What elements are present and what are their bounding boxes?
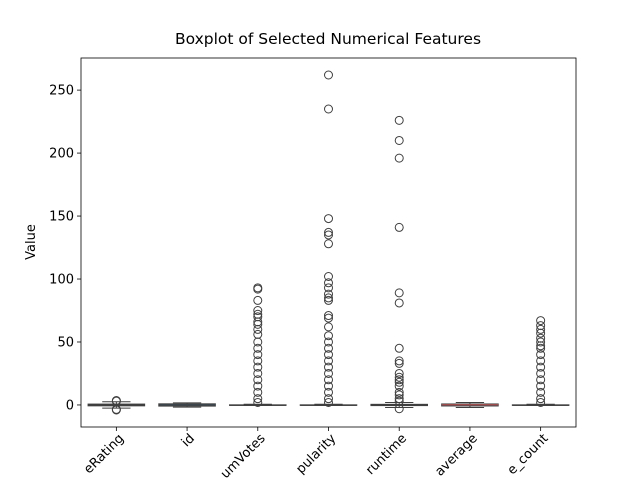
- outlier: [324, 343, 333, 353]
- outlier: [394, 377, 404, 387]
- outlier: [536, 368, 546, 378]
- outlier: [324, 387, 333, 397]
- x-tick-label: id: [179, 431, 198, 450]
- outlier: [324, 293, 333, 303]
- outlier: [253, 350, 263, 360]
- outlier: [536, 356, 546, 366]
- outlier: [253, 375, 263, 385]
- outlier: [324, 311, 333, 321]
- y-tick-label: 150: [49, 210, 74, 225]
- outlier: [253, 295, 263, 305]
- outlier: [394, 343, 404, 353]
- outlier: [324, 295, 333, 305]
- y-tick-label: 250: [49, 84, 74, 99]
- y-tick-label: 50: [57, 335, 74, 350]
- outlier: [536, 343, 546, 353]
- outlier: [253, 381, 263, 391]
- outlier: [394, 394, 404, 404]
- outlier: [394, 135, 404, 145]
- outlier: [324, 394, 333, 404]
- outlier: [536, 324, 546, 334]
- outlier: [253, 284, 263, 294]
- outlier: [536, 394, 546, 404]
- outlier: [394, 356, 404, 366]
- outlier: [394, 404, 404, 414]
- x-tick-label: eRating: [81, 431, 127, 477]
- outlier: [536, 387, 546, 397]
- outlier: [324, 375, 333, 385]
- y-tick-label: 100: [49, 273, 74, 288]
- y-tick-label: 0: [66, 398, 74, 413]
- outlier: [324, 381, 333, 391]
- outlier: [394, 222, 404, 232]
- outlier: [324, 356, 333, 366]
- outlier: [324, 337, 333, 347]
- outlier: [253, 306, 263, 316]
- outlier: [324, 239, 333, 249]
- outlier: [324, 397, 333, 407]
- x-tick-label: umVotes: [218, 431, 269, 480]
- outlier: [253, 368, 263, 378]
- outlier: [394, 381, 404, 391]
- outlier: [253, 397, 263, 407]
- outlier: [324, 322, 333, 332]
- outlier: [394, 153, 404, 163]
- outlier: [536, 381, 546, 391]
- outlier: [536, 316, 546, 326]
- outlier: [253, 324, 263, 334]
- outlier: [394, 298, 404, 308]
- y-tick-label: 200: [49, 147, 74, 162]
- outlier: [536, 328, 546, 338]
- outlier: [253, 337, 263, 347]
- outlier: [111, 396, 121, 406]
- outlier: [253, 387, 263, 397]
- outlier: [324, 283, 333, 293]
- outlier: [324, 214, 333, 224]
- outlier: [253, 343, 263, 353]
- x-tick-label: e_count: [505, 431, 552, 478]
- outlier: [324, 368, 333, 378]
- x-tick-label: average: [433, 431, 481, 479]
- outlier: [324, 278, 333, 288]
- x-tick-label: pularity: [293, 431, 339, 477]
- outlier: [394, 358, 404, 368]
- outlier: [536, 397, 546, 407]
- outlier: [536, 337, 546, 347]
- outlier: [324, 70, 333, 80]
- outlier: [394, 387, 404, 397]
- outlier: [253, 362, 263, 372]
- outlier: [394, 115, 404, 125]
- outlier: [536, 375, 546, 385]
- outlier: [253, 319, 263, 329]
- outlier: [394, 372, 404, 382]
- outlier: [394, 368, 404, 378]
- outlier: [394, 375, 404, 385]
- outlier: [324, 227, 333, 237]
- outlier: [324, 331, 333, 341]
- outlier: [324, 104, 333, 114]
- outlier: [253, 394, 263, 404]
- y-axis-label: Value: [24, 224, 39, 260]
- outlier: [536, 350, 546, 360]
- outlier: [324, 289, 333, 299]
- x-tick-label: runtime: [363, 431, 410, 478]
- outlier: [394, 288, 404, 298]
- outlier: [536, 362, 546, 372]
- outlier: [324, 272, 333, 282]
- outlier: [324, 230, 333, 240]
- outlier: [324, 362, 333, 372]
- chart-title: Boxplot of Selected Numerical Features: [175, 30, 481, 48]
- outlier: [324, 313, 333, 323]
- outlier: [536, 341, 546, 351]
- outlier: [253, 356, 263, 366]
- outlier: [324, 350, 333, 360]
- outlier: [394, 390, 404, 400]
- outlier: [253, 329, 263, 339]
